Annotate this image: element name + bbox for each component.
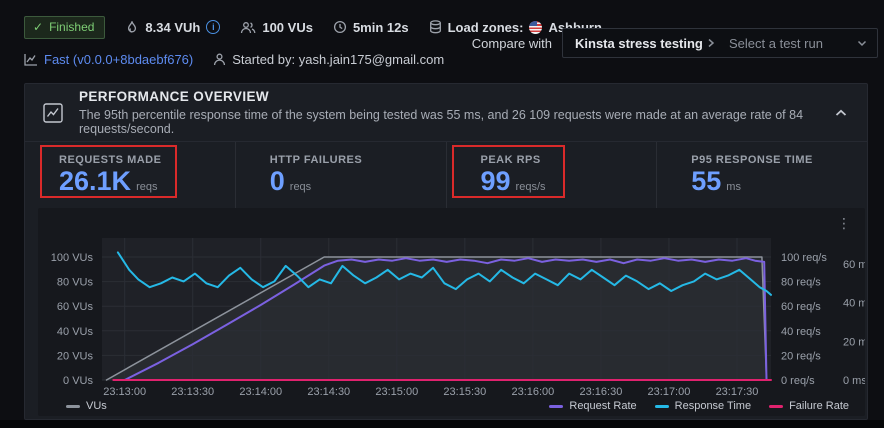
svg-text:100 req/s: 100 req/s (781, 252, 827, 264)
compare-dropdown: Kinsta stress testing Select a test run (562, 28, 878, 58)
performance-overview-panel: PERFORMANCE OVERVIEW The 95th percentile… (24, 83, 873, 420)
stat-value: 0 (269, 166, 285, 196)
legend-item-failure-rate[interactable]: Failure Rate (769, 400, 849, 412)
legend-label: Request Rate (569, 400, 637, 412)
compare-project-value: Kinsta stress testing (575, 35, 703, 51)
kebab-menu-icon[interactable]: ⋮ (837, 215, 851, 231)
svg-text:40 req/s: 40 req/s (781, 326, 821, 338)
request-rate-swatch (549, 404, 564, 408)
legend-item-vus[interactable]: VUs (66, 400, 107, 412)
svg-text:23:13:30: 23:13:30 (171, 386, 214, 398)
collapse-chevron-icon[interactable] (831, 100, 851, 126)
svg-text:23:15:00: 23:15:00 (375, 386, 418, 398)
panel-header: PERFORMANCE OVERVIEW The 95th percentile… (25, 84, 867, 142)
vus-metric: 100 VUs (240, 20, 313, 35)
trend-chart-icon (24, 53, 38, 66)
svg-text:23:17:00: 23:17:00 (648, 386, 691, 398)
status-badge-label: Finished (49, 19, 95, 34)
runner-info: Fast (v0.0.0+8bdaebf676) (24, 52, 193, 67)
stat-unit: reqs (289, 181, 312, 193)
svg-text:60 ms: 60 ms (843, 259, 865, 271)
chart-canvas[interactable]: 100 VUs 80 VUs 60 VUs 40 VUs 20 VUs 0 VUs 100 … (38, 208, 873, 405)
runner-link[interactable]: Fast (v0.0.0+8bdaebf676) (44, 51, 194, 67)
svg-text:23:15:30: 23:15:30 (443, 386, 486, 398)
vus-value: 100 VUs (262, 19, 313, 35)
svg-text:23:16:00: 23:16:00 (511, 386, 554, 398)
status-badge: ✓ Finished (24, 15, 106, 39)
us-flag-icon (529, 20, 543, 34)
svg-text:60 req/s: 60 req/s (781, 301, 821, 313)
compare-with-control: Compare with Kinsta stress testing Selec… (472, 28, 878, 58)
duration-metric: 5min 12s (333, 20, 409, 35)
svg-text:80 VUs: 80 VUs (57, 277, 94, 289)
svg-text:100 VUs: 100 VUs (51, 252, 94, 264)
stat-value: 55 (691, 166, 722, 196)
legend-item-response-time[interactable]: Response Time (654, 400, 752, 412)
legend-item-request-rate[interactable]: Request Rate (549, 400, 637, 412)
duration-value: 5min 12s (352, 19, 409, 35)
bottom-strip (0, 420, 884, 428)
chart-legend: VUs Request Rate Response Time Failure R… (38, 400, 865, 412)
response-time-swatch (654, 404, 669, 408)
stat-value: 26.1K (59, 166, 132, 196)
person-icon (213, 53, 226, 66)
started-by-value: Started by: yash.jain175@gmail.com (232, 51, 445, 67)
stat-label: PEAK RPS (480, 154, 541, 166)
stat-label: HTTP FAILURES (269, 154, 363, 166)
svg-text:40 VUs: 40 VUs (57, 326, 94, 338)
vuh-metric: 8.34 VUh i (125, 19, 221, 35)
stats-row: REQUESTS MADE 26.1K reqs HTTP FAILURES 0… (25, 142, 867, 208)
failure-rate-swatch (769, 404, 784, 408)
compare-testrun-select[interactable]: Select a test run (723, 36, 877, 51)
legend-label: Response Time (674, 400, 752, 412)
svg-text:23:16:30: 23:16:30 (580, 386, 623, 398)
vus-swatch (66, 404, 80, 408)
started-by: Started by: yash.jain175@gmail.com (213, 52, 444, 67)
performance-chart: ⋮ 100 VUs 80 VUs 60 VUs 40 VUs 20 VUs 0 VUs 10… (38, 208, 873, 416)
svg-text:20 req/s: 20 req/s (781, 350, 821, 362)
stat-unit: reqs (136, 181, 158, 193)
svg-text:0 VUs: 0 VUs (63, 375, 93, 387)
svg-text:23:14:00: 23:14:00 (239, 386, 282, 398)
svg-text:23:13:00: 23:13:00 (103, 386, 146, 398)
clock-icon (333, 20, 347, 34)
svg-text:20 VUs: 20 VUs (57, 350, 94, 362)
svg-text:23:17:30: 23:17:30 (716, 386, 759, 398)
stat-http-failures: HTTP FAILURES 0 reqs (234, 142, 446, 208)
svg-text:0 ms: 0 ms (843, 375, 865, 387)
stat-value: 99 (480, 166, 511, 196)
svg-text:23:14:30: 23:14:30 (307, 386, 350, 398)
line-chart-icon (41, 101, 65, 125)
users-icon (240, 21, 256, 34)
info-icon[interactable]: i (206, 20, 221, 34)
stat-requests-made: REQUESTS MADE 26.1K reqs (25, 142, 235, 208)
stat-p95-response-time: P95 RESPONSE TIME 55 ms (656, 142, 867, 208)
panel-description: The 95th percentile response time of the… (79, 108, 804, 136)
compare-with-label: Compare with (471, 35, 552, 51)
compare-testrun-placeholder: Select a test run (729, 35, 823, 51)
database-icon (429, 20, 442, 34)
legend-label: Failure Rate (789, 400, 849, 412)
svg-text:20 ms: 20 ms (843, 336, 865, 348)
stat-label: P95 RESPONSE TIME (691, 154, 813, 166)
svg-text:80 req/s: 80 req/s (781, 277, 821, 289)
chevron-down-icon (857, 40, 867, 47)
check-icon: ✓ (33, 19, 44, 34)
svg-text:40 ms: 40 ms (843, 298, 865, 310)
svg-text:0 req/s: 0 req/s (781, 375, 815, 387)
load-zones-label: Load zones: (447, 19, 524, 35)
flame-icon (125, 20, 139, 34)
stat-unit: ms (726, 181, 741, 193)
stat-unit: reqs/s (515, 181, 546, 193)
legend-label: VUs (86, 400, 107, 412)
vuh-value: 8.34 VUh (145, 19, 201, 35)
stat-peak-rps: PEAK RPS 99 reqs/s (445, 142, 657, 208)
stat-label: REQUESTS MADE (59, 154, 162, 166)
panel-title: PERFORMANCE OVERVIEW (79, 89, 270, 104)
chevron-right-icon (707, 38, 715, 48)
svg-text:60 VUs: 60 VUs (57, 301, 94, 313)
compare-project-select[interactable]: Kinsta stress testing (563, 36, 723, 51)
